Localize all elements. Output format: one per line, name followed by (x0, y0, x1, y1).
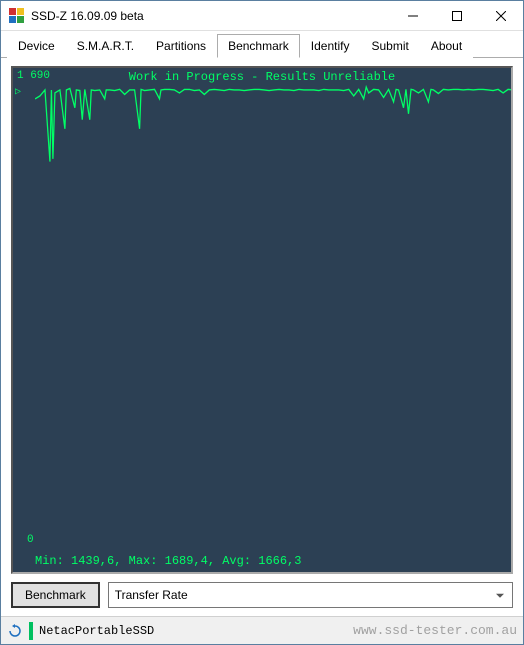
benchmark-button[interactable]: Benchmark (11, 582, 100, 608)
refresh-icon[interactable] (7, 623, 23, 639)
benchmark-panel: 1 690 Work in Progress - Results Unrelia… (1, 57, 523, 616)
window-controls (391, 1, 523, 30)
app-window: SSD-Z 16.09.09 beta Device S.M.A.R.T. Pa… (0, 0, 524, 645)
tab-strip: Device S.M.A.R.T. Partitions Benchmark I… (1, 31, 523, 58)
titlebar[interactable]: SSD-Z 16.09.09 beta (1, 1, 523, 31)
y-axis-min: 0 (27, 534, 34, 546)
benchmark-chart: 1 690 Work in Progress - Results Unrelia… (11, 66, 513, 574)
tab-partitions[interactable]: Partitions (145, 34, 217, 58)
maximize-button[interactable] (435, 1, 479, 30)
test-type-value: Transfer Rate (115, 588, 188, 602)
chart-header: Work in Progress - Results Unreliable (13, 70, 511, 84)
chart-line (35, 84, 513, 574)
test-type-select[interactable]: Transfer Rate (108, 582, 513, 608)
device-name: NetacPortableSSD (39, 624, 347, 638)
chart-stats: Min: 1439,6, Max: 1689,4, Avg: 1666,3 (35, 554, 301, 568)
status-separator (29, 622, 33, 640)
tab-identify[interactable]: Identify (300, 34, 361, 58)
app-icon (9, 8, 25, 24)
minimize-icon (408, 11, 418, 21)
chart-marker: ▷ (15, 86, 21, 98)
close-icon (496, 11, 506, 21)
tab-about[interactable]: About (420, 34, 473, 58)
tab-benchmark[interactable]: Benchmark (217, 34, 300, 58)
tab-device[interactable]: Device (7, 34, 66, 58)
maximize-icon (452, 11, 462, 21)
close-button[interactable] (479, 1, 523, 30)
watermark: www.ssd-tester.com.au (353, 623, 517, 638)
statusbar: NetacPortableSSD www.ssd-tester.com.au (1, 616, 523, 644)
tab-submit[interactable]: Submit (360, 34, 419, 58)
tab-smart[interactable]: S.M.A.R.T. (66, 34, 145, 58)
window-title: SSD-Z 16.09.09 beta (31, 9, 391, 23)
minimize-button[interactable] (391, 1, 435, 30)
benchmark-controls: Benchmark Transfer Rate (11, 582, 513, 608)
